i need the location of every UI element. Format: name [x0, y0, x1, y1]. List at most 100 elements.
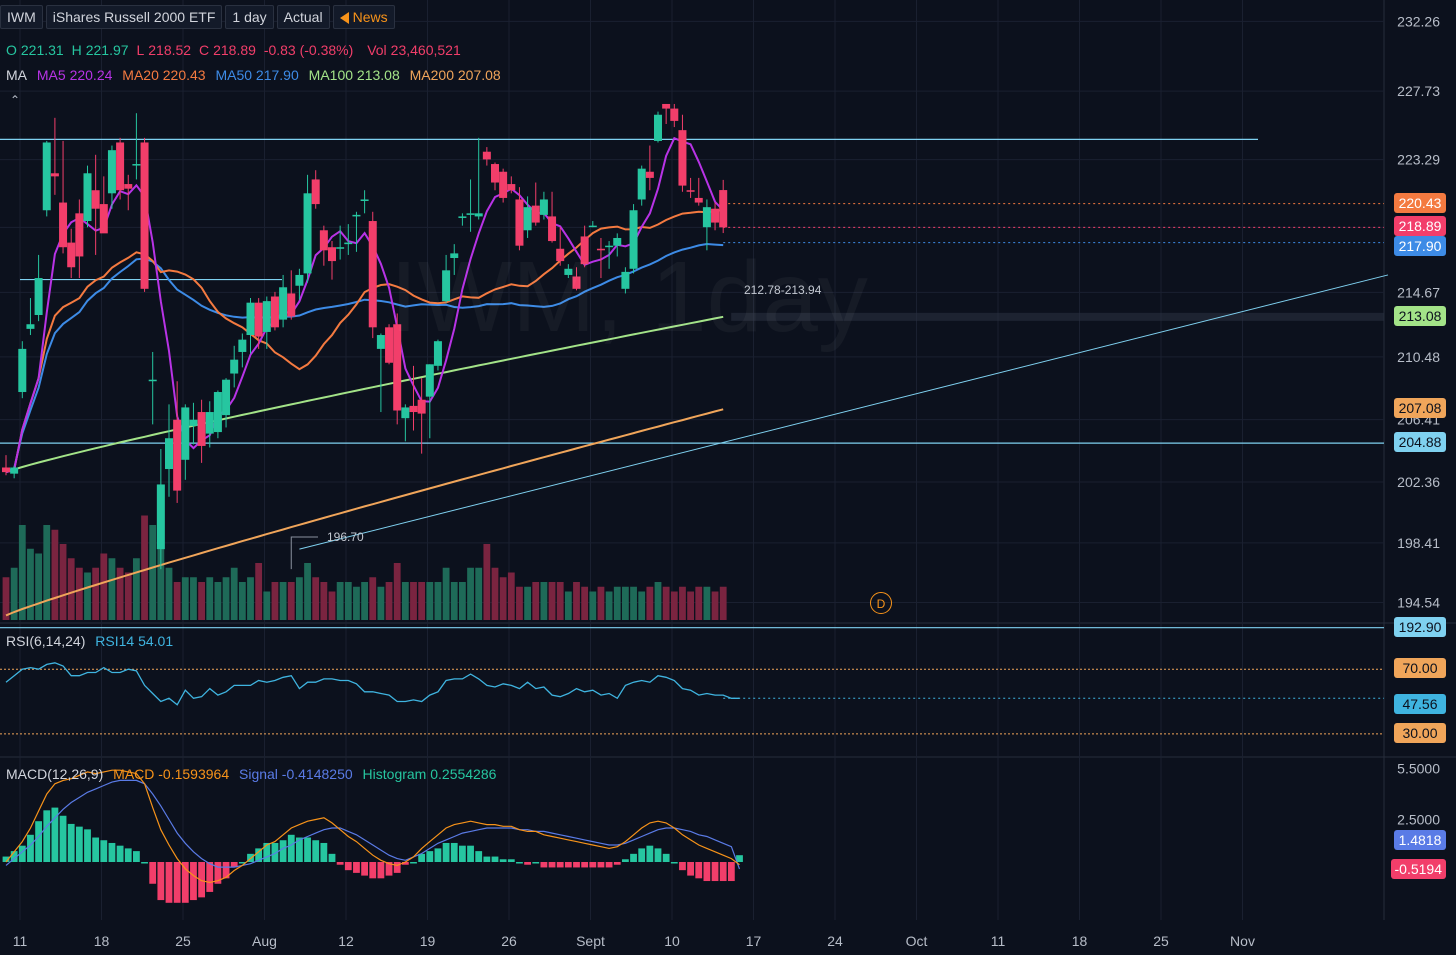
- volume-bar: [100, 553, 108, 620]
- candle-body: [702, 207, 711, 228]
- macd-histogram-bar: [230, 862, 238, 868]
- candle-body: [156, 484, 165, 550]
- range-band: [731, 312, 1384, 321]
- macd-histogram-bar: [149, 862, 157, 884]
- volume-bar: [377, 586, 385, 620]
- interval-chip[interactable]: 1 day: [225, 5, 274, 29]
- security-name[interactable]: iShares Russell 2000 ETF: [45, 5, 223, 29]
- macd-histogram-bar: [385, 862, 393, 876]
- x-tick-label: 25: [1153, 933, 1169, 949]
- rsi-badge: 47.56: [1394, 694, 1446, 715]
- macd-histogram-bar: [100, 840, 108, 862]
- volume-bar: [581, 586, 589, 620]
- macd-histogram-bar: [336, 862, 344, 865]
- volume-bar: [401, 582, 409, 620]
- macd-histogram-bar: [287, 834, 295, 862]
- ma-label[interactable]: MA: [6, 67, 27, 83]
- macd-histogram-bar: [165, 862, 173, 903]
- x-tick-label: 11: [991, 933, 1006, 949]
- macd-label[interactable]: MACD(12,26,9): [6, 766, 104, 782]
- macd-histogram-bar: [467, 845, 474, 862]
- signal-line: [5, 779, 741, 870]
- candle-body: [295, 274, 304, 286]
- volume-bar: [206, 577, 214, 620]
- candle-body: [34, 278, 43, 315]
- volume-bar: [499, 577, 507, 620]
- volume-bar: [670, 591, 678, 620]
- candle-body: [352, 214, 361, 217]
- volume-bar: [336, 582, 344, 620]
- volume-bar: [263, 591, 271, 620]
- macd-histogram-bar: [581, 862, 589, 868]
- macd-histogram-bar: [67, 823, 75, 862]
- candle-body: [59, 202, 68, 248]
- symbol-chip[interactable]: IWM: [0, 5, 43, 29]
- macd-histogram-bar: [279, 840, 287, 862]
- candle-body: [596, 248, 605, 251]
- macd-histogram-bar: [507, 859, 515, 862]
- volume-bar: [540, 582, 548, 620]
- volume-bar: [157, 520, 165, 620]
- macd-histogram-bar: [116, 845, 124, 862]
- candle-body: [42, 142, 51, 211]
- macd-legend: MACD(12,26,9) MACD -0.1593964 Signal -0.…: [6, 766, 502, 782]
- news-button[interactable]: News: [332, 5, 395, 29]
- price-tick-label: 202.36: [1397, 474, 1440, 490]
- close-label: C: [198, 42, 210, 58]
- header-bar: IWM iShares Russell 2000 ETF 1 day Actua…: [0, 4, 398, 30]
- volume-bar: [638, 591, 646, 620]
- candle-body: [124, 184, 133, 189]
- rsi-label[interactable]: RSI(6,14,24): [6, 633, 86, 649]
- macd-histogram-bar: [418, 853, 426, 862]
- macd-histogram-bar: [442, 842, 450, 862]
- volume-bar: [10, 567, 18, 620]
- macd-histogram-bar: [27, 834, 34, 862]
- candle-body: [499, 171, 508, 198]
- volume-bar: [564, 591, 572, 620]
- macd-histogram-bar: [296, 837, 303, 862]
- volume-bar: [2, 577, 10, 620]
- candle-body: [18, 348, 27, 393]
- candle-body: [637, 168, 646, 200]
- macd-histogram-bar: [2, 856, 10, 862]
- volume-bar: [271, 582, 279, 620]
- macd-histogram-bar: [613, 862, 621, 865]
- volume-bar: [304, 563, 311, 620]
- macd-histogram-bar: [401, 862, 409, 865]
- macd-histogram-bar: [255, 848, 263, 862]
- volume-bar: [92, 567, 100, 620]
- macd-histogram-bar: [43, 810, 51, 862]
- candle-body: [425, 364, 434, 397]
- volume-bar: [687, 591, 694, 620]
- dividend-marker[interactable]: D: [870, 592, 892, 614]
- volume-bar: [410, 582, 417, 620]
- macd-histogram-bar: [638, 848, 646, 862]
- macd-histogram-bar: [92, 837, 100, 862]
- macd-histogram-bar: [181, 862, 189, 903]
- macd-histogram-bar: [450, 842, 458, 862]
- candle-body: [360, 199, 369, 202]
- volume-bar: [18, 525, 26, 620]
- rsi-legend: RSI(6,14,24) RSI14 54.01: [6, 633, 179, 649]
- volume-bar: [532, 582, 540, 620]
- volume-bar: [141, 515, 148, 620]
- candle-body: [67, 242, 76, 268]
- candle-body: [645, 171, 654, 178]
- ma50-value: MA50 217.90: [215, 67, 299, 83]
- price-tick-label: 232.26: [1397, 13, 1440, 29]
- macd-histogram-bar: [540, 862, 548, 868]
- macd-histogram-bar: [328, 853, 336, 862]
- macd-histogram-bar: [35, 821, 42, 862]
- adjustment-chip[interactable]: Actual: [276, 5, 330, 29]
- macd-histogram-bar: [157, 862, 165, 901]
- candle-body: [376, 335, 385, 349]
- candle-body: [686, 190, 695, 192]
- x-tick-label: 18: [1072, 933, 1088, 949]
- high-label: H: [71, 42, 82, 58]
- collapse-chevron-icon[interactable]: ⌃: [10, 93, 21, 107]
- open-label: O: [6, 42, 17, 58]
- x-tick-label: 25: [175, 933, 191, 949]
- open-value: 221.31: [20, 42, 64, 58]
- macd-histogram-bar: [263, 842, 271, 862]
